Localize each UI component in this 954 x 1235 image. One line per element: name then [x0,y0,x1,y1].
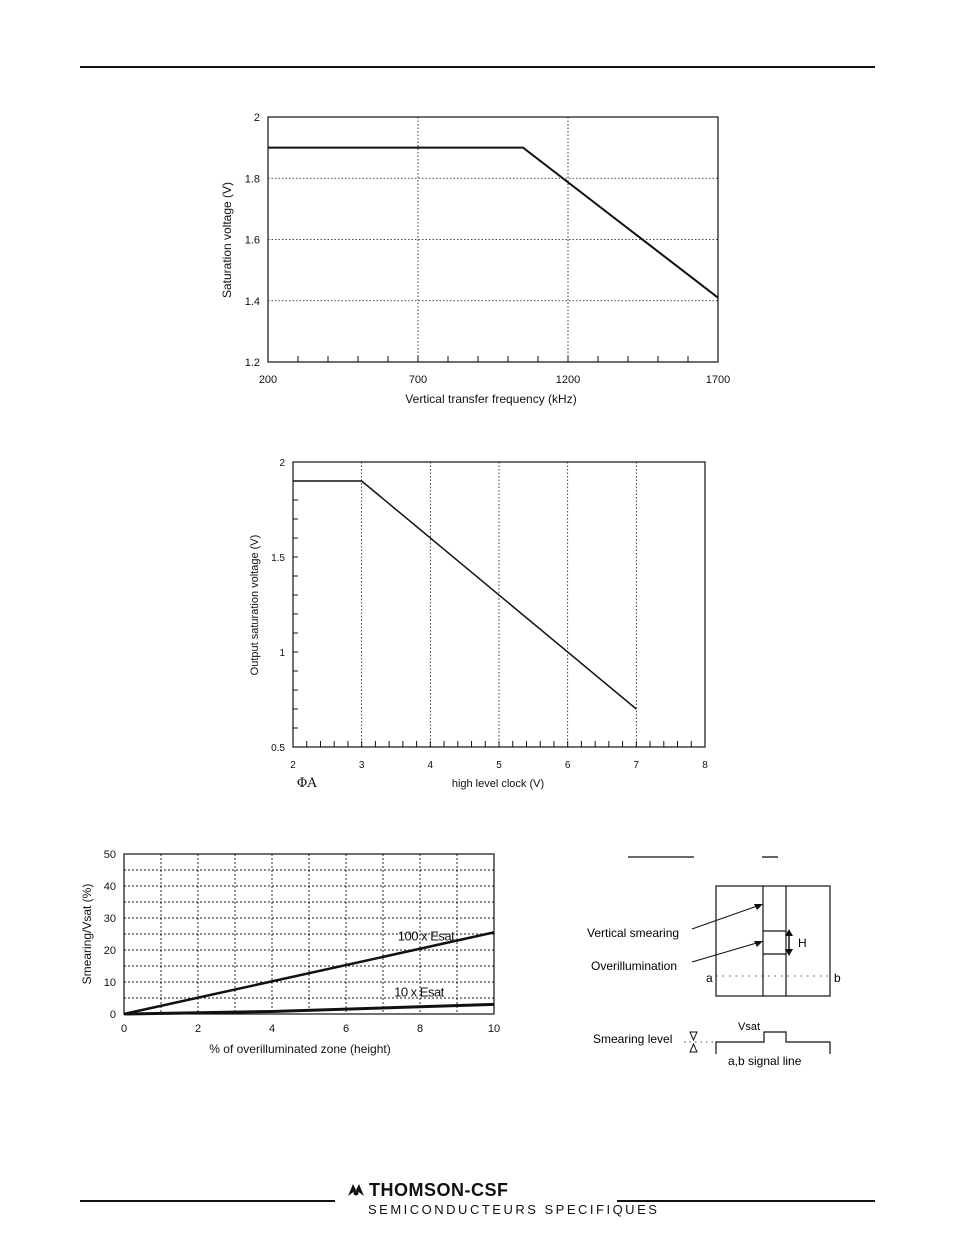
chart2-y-axis-label: Output saturation voltage (V) [249,535,261,676]
chart2-y-tick-label: 1 [279,648,285,659]
chart3-x-tick-label: 4 [269,1023,275,1035]
chart3-y-tick-label: 30 [104,913,116,925]
chart1-x-axis-label: Vertical transfer frequency (kHz) [405,392,576,406]
chart3-frame [123,853,495,1015]
bottom-rule-right [617,1200,875,1202]
chart1-y-axis-label: Saturation voltage (V) [220,182,234,298]
chart3-series-line-2 [123,1002,495,1016]
chart3-y-axis-label: Smearing/Vsat (%) [80,884,94,985]
brand-subtitle: SEMICONDUCTEURS SPECIFIQUES [368,1202,660,1217]
chart3-series-label-2: 10 x Esat [394,984,445,999]
chart1-x-tick-label: 1200 [556,374,580,386]
sensor-frame [715,885,831,997]
bottom-rule-left [80,1200,335,1202]
overillumination-arrowhead [754,941,763,947]
h-arrow-up [785,929,793,936]
chart3-y-tick-label: 40 [104,881,116,893]
a-label: a [706,971,713,985]
chart1-x-tick-label: 1700 [706,374,730,386]
chart2-y-tick-label: 2 [279,458,285,469]
chart2-x-tick-label: 7 [634,760,640,771]
brand-logo: THOMSON-CSF [347,1180,509,1201]
chart1-y-tick-label: 1.2 [245,357,260,369]
chart3-x-tick-label: 10 [488,1023,500,1035]
chart1-y-tick-label: 1.6 [245,235,260,247]
smearing-level-bottom-mark [689,1042,698,1053]
chart1-y-tick-label: 2 [254,112,260,124]
chart3-x-tick-label: 2 [195,1023,201,1035]
smearing-arrowhead [754,904,763,910]
h-arrow-down [785,949,793,956]
chart3-series-label-1: 100 x Esat [398,928,455,943]
chart1-x-tick-label: 700 [409,374,427,386]
h-label: H [798,936,807,950]
chart2-frame [292,461,706,748]
chart1-y-tick-label: 1.8 [245,173,260,185]
smearing-level-label: Smearing level [593,1032,672,1046]
chart3-x-tick-label: 0 [121,1023,127,1035]
smearing-pointer [691,904,761,930]
vertical-smearing-label: Vertical smearing [587,926,679,940]
b-label: b [834,971,841,985]
signal-line-label: a,b signal line [728,1054,802,1068]
chart2-series-line [293,480,637,710]
brand-name: THOMSON-CSF [369,1180,509,1200]
smearing-level-top-mark [689,1031,698,1042]
signal-waveform [715,1031,831,1054]
chart2-phi-label: ΦA [297,776,318,791]
chart3-x-axis-label: % of overilluminated zone (height) [209,1042,390,1056]
chart3-series-line-1 [123,931,495,1016]
chart2-y-tick-label: 1.5 [271,553,285,564]
chart3-y-tick-label: 0 [110,1009,116,1021]
brand-mark-icon [348,1184,364,1196]
top-rule [80,66,875,68]
chart3-x-tick-label: 6 [343,1023,349,1035]
chart3-y-tick-label: 50 [104,849,116,861]
chart3-y-tick-label: 20 [104,945,116,957]
chart3-y-tick-label: 10 [104,977,116,989]
chart1-x-tick-label: 200 [259,374,277,386]
chart2-x-tick-label: 3 [359,760,365,771]
overillumination-pointer [691,941,761,963]
overillumination-label: Overillumination [591,959,677,973]
chart2-y-tick-label: 0.5 [271,743,285,754]
chart2-x-tick-label: 2 [290,760,296,771]
chart1-y-tick-label: 1.4 [245,296,260,308]
chart2-x-tick-label: 4 [428,760,434,771]
chart2-x-tick-label: 5 [496,760,502,771]
chart1-frame [267,116,719,363]
chart2-x-axis-label: high level clock (V) [452,778,544,790]
chart1-series-line [268,146,719,299]
chart2-x-tick-label: 8 [702,760,708,771]
chart2-x-tick-label: 6 [565,760,571,771]
chart3-x-tick-label: 8 [417,1023,423,1035]
vsat-label: Vsat [738,1021,760,1033]
